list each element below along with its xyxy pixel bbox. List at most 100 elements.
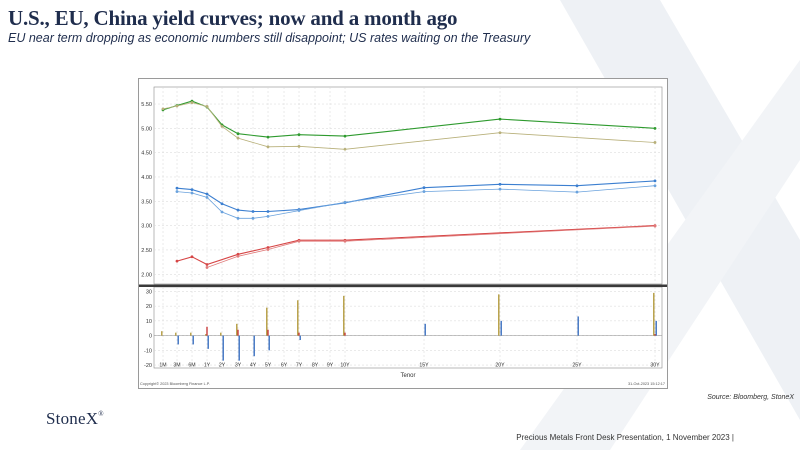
data-point-cn_ago — [266, 248, 270, 251]
change-bar-us — [175, 332, 177, 336]
data-point-eu_now — [205, 192, 209, 196]
data-point-eu_now — [266, 210, 270, 213]
x-tick-label: 30Y — [650, 363, 660, 369]
data-point-us_now — [297, 133, 301, 137]
x-tick-label: 20Y — [495, 363, 505, 369]
change-bar-us — [498, 294, 500, 336]
data-point-cn_ago — [297, 239, 301, 243]
stonex-logo: StoneX® — [46, 409, 104, 429]
x-tick-label: 8Y — [312, 363, 319, 369]
y-tick-label: 5.00 — [141, 126, 152, 132]
data-point-us_ago — [205, 105, 209, 108]
data-point-cn_ago — [236, 254, 240, 258]
data-point-us_now — [343, 134, 347, 138]
x-tick-label: 1M — [159, 363, 166, 369]
timestamp-note: 31-Oct-2023 15:12:17 — [628, 382, 665, 386]
copyright-note: Copyright© 2023 Bloomberg Finance L.P. — [140, 382, 210, 386]
x-tick-label: 7Y — [296, 363, 303, 369]
change-bar-eu — [500, 320, 502, 336]
data-point-eu_ago — [422, 190, 426, 193]
data-point-us_now — [498, 117, 502, 121]
change-bar-cn — [267, 329, 269, 336]
change-bar-cn — [206, 326, 208, 336]
change-bar-eu — [253, 335, 255, 357]
change-bar-eu — [177, 335, 179, 345]
change-bar-cn — [654, 334, 656, 336]
change-bar-us — [161, 331, 163, 336]
change-bar-us — [236, 323, 238, 336]
data-point-us_ago — [190, 101, 194, 104]
data-point-cn_now — [175, 259, 179, 263]
change-bar-eu — [299, 335, 301, 341]
data-point-us_ago — [236, 136, 240, 140]
data-point-us_ago — [161, 107, 165, 111]
data-point-eu_now — [190, 188, 194, 192]
change-bar-cn — [298, 332, 300, 336]
y-tick-label: 2.50 — [141, 248, 152, 254]
change-bar-eu — [238, 335, 240, 361]
data-point-cn_now — [205, 263, 209, 266]
data-point-us_ago — [175, 104, 179, 108]
lower-plot-area — [153, 286, 663, 369]
change-bar-us — [220, 332, 222, 336]
change-bar-eu — [424, 323, 426, 336]
presentation-footer: Precious Metals Front Desk Presentation,… — [516, 433, 734, 442]
x-tick-label: 3M — [173, 363, 180, 369]
bar-y-tick-label: 20 — [146, 304, 152, 310]
x-tick-label: 2Y — [219, 363, 226, 369]
change-bar-us — [205, 334, 207, 336]
change-bar-us — [653, 292, 655, 336]
data-point-us_now — [236, 132, 240, 136]
x-tick-label: 5Y — [265, 363, 272, 369]
data-point-us_now — [266, 135, 270, 139]
data-point-eu_ago — [498, 187, 502, 191]
data-point-us_ago — [220, 125, 224, 128]
data-point-cn_now — [190, 255, 194, 259]
data-point-eu_now — [220, 202, 224, 206]
data-point-cn_now — [266, 246, 270, 249]
data-point-eu_ago — [575, 190, 579, 194]
x-tick-label: 6Y — [281, 363, 288, 369]
x-axis-title: Tenor — [400, 373, 415, 379]
data-point-eu_ago — [653, 184, 657, 188]
data-point-eu_ago — [220, 210, 224, 214]
series-line-cn_now — [176, 225, 656, 266]
data-point-cn_ago — [343, 239, 347, 243]
data-point-eu_ago — [205, 196, 209, 199]
data-point-eu_now — [653, 179, 657, 183]
change-bar-cn — [344, 332, 346, 336]
data-point-us_ago — [297, 144, 301, 148]
x-tick-label: 15Y — [419, 363, 429, 369]
data-point-us_ago — [498, 131, 502, 135]
data-point-eu_ago — [343, 200, 347, 204]
data-point-cn_now — [236, 252, 240, 256]
data-point-us_now — [653, 126, 657, 130]
data-point-cn_ago — [205, 266, 209, 269]
data-point-eu_now — [236, 208, 240, 212]
x-tick-label: 3Y — [235, 363, 242, 369]
bar-y-tick-label: -10 — [144, 348, 152, 354]
chart-canvas: 2.00 2.50 3.00 3.50 4.00 4.50 5.00 5.50 -20 -10 0 1… — [139, 86, 667, 386]
change-bar-cn — [237, 329, 239, 336]
change-bar-us — [297, 300, 299, 336]
logo-mark: ® — [98, 410, 104, 418]
logo-text: StoneX — [46, 409, 99, 428]
series-line-cn_ago — [206, 225, 656, 268]
y-tick-label: 2.00 — [141, 272, 152, 278]
change-bar-us — [343, 295, 345, 336]
bar-y-tick-label: 30 — [146, 289, 152, 295]
data-point-eu_ago — [190, 191, 194, 195]
change-bar-us — [190, 332, 192, 336]
data-point-eu_ago — [251, 216, 255, 220]
source-note: Source: Bloomberg, StoneX — [707, 394, 794, 401]
bar-y-tick-label: 10 — [146, 319, 152, 325]
y-tick-label: 5.50 — [141, 102, 152, 108]
data-point-eu_now — [575, 184, 579, 188]
data-point-eu_now — [422, 186, 426, 190]
x-tick-label: 9Y — [327, 363, 334, 369]
y-tick-label: 3.50 — [141, 199, 152, 205]
y-tick-label: 4.00 — [141, 175, 152, 181]
data-point-eu_now — [498, 182, 502, 186]
bar-y-tick-label: -20 — [144, 363, 152, 369]
data-point-us_ago — [653, 141, 657, 144]
